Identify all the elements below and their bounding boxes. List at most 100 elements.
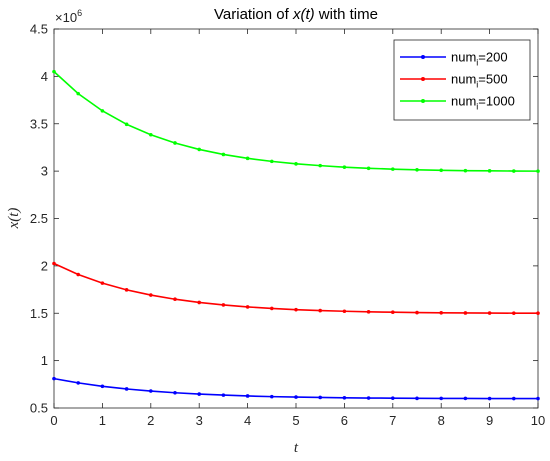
y-tick-label: 1.5 (30, 306, 48, 321)
data-point (149, 293, 153, 297)
x-tick-label: 6 (341, 413, 348, 428)
data-point (197, 147, 201, 152)
series-1 (52, 261, 540, 315)
data-point (391, 396, 395, 400)
y-tick-label: 2.5 (30, 211, 48, 226)
series-0 (52, 376, 540, 401)
data-point (342, 309, 347, 314)
legend-entry-label: numi=1000 (451, 94, 515, 112)
data-point (536, 311, 540, 315)
data-point (245, 156, 250, 161)
data-point (76, 272, 80, 277)
legend-marker (421, 55, 425, 59)
data-point (149, 132, 153, 137)
data-point (221, 152, 226, 157)
data-point (149, 389, 153, 393)
data-point (221, 393, 226, 397)
x-tick-label: 8 (438, 413, 445, 428)
data-point (487, 396, 492, 401)
data-point (536, 169, 540, 173)
data-point (52, 69, 56, 74)
y-exponent-base: ×10 (55, 10, 77, 25)
data-point (76, 381, 80, 385)
y-tick-label: 4 (41, 69, 48, 84)
data-point (124, 387, 129, 391)
y-axis-ticks: 0.5 1 1.5 2 2.5 3 3.5 4 4.5 (30, 22, 538, 416)
data-point (366, 166, 371, 171)
data-point (173, 141, 177, 145)
data-point (463, 168, 468, 173)
legend-marker (421, 99, 425, 103)
y-exponent-power: 6 (77, 8, 82, 18)
data-point (366, 310, 371, 314)
data-point (439, 396, 444, 401)
data-point (487, 311, 492, 315)
data-point (512, 311, 516, 315)
data-point (318, 308, 323, 313)
data-point (245, 305, 250, 309)
x-tick-label: 5 (292, 413, 299, 428)
y-tick-label: 3.5 (30, 116, 48, 131)
title-prefix: Variation of (214, 6, 293, 23)
data-point (294, 307, 298, 312)
data-point (52, 261, 56, 266)
data-point (439, 310, 444, 315)
y-axis-exponent: ×106 (55, 8, 82, 25)
data-point (366, 396, 371, 400)
x-tick-label: 9 (486, 413, 493, 428)
data-point (463, 396, 468, 401)
data-point (221, 303, 226, 307)
legend-box (393, 39, 531, 121)
data-point (318, 163, 323, 168)
data-point (197, 300, 201, 305)
data-point (342, 165, 347, 169)
data-point (294, 395, 298, 399)
data-point (439, 168, 444, 173)
data-point (245, 394, 250, 398)
chart-title: Variation of x(t) with time (214, 6, 378, 23)
x-tick-label: 0 (50, 413, 57, 428)
title-variable: x(t) (292, 6, 315, 23)
data-point (318, 395, 323, 400)
data-point (294, 162, 298, 166)
data-point (536, 396, 540, 401)
data-point (52, 376, 56, 381)
x-axis-ticks: 0 1 2 3 4 5 6 7 8 9 10 (50, 29, 545, 428)
data-point (415, 310, 419, 315)
data-point (100, 384, 105, 389)
legend-entry-label: numi=500 (451, 72, 508, 90)
series-2 (52, 69, 540, 173)
legend-entry-label: numi=200 (451, 50, 508, 68)
legend: numi=200 numi=500 numi=1000 (393, 39, 531, 121)
data-point (487, 169, 492, 173)
data-point (463, 311, 468, 315)
x-tick-label: 4 (244, 413, 251, 428)
y-axis-label: x(t) (6, 208, 22, 230)
data-point (270, 306, 274, 311)
data-point (512, 169, 516, 173)
data-point (100, 109, 105, 113)
y-tick-label: 0.5 (30, 401, 48, 416)
data-point (512, 396, 516, 401)
data-point (100, 281, 105, 285)
x-axis-label: t (294, 440, 299, 456)
y-tick-label: 4.5 (30, 22, 48, 37)
data-point (124, 288, 129, 292)
y-tick-label: 1 (41, 353, 48, 368)
x-tick-label: 10 (531, 413, 545, 428)
y-tick-label: 3 (41, 164, 48, 179)
data-point (391, 167, 395, 171)
x-tick-label: 3 (196, 413, 203, 428)
data-point (270, 159, 274, 164)
x-tick-label: 7 (389, 413, 396, 428)
y-tick-label: 2 (41, 258, 48, 273)
data-point (124, 122, 129, 127)
x-tick-label: 1 (99, 413, 106, 428)
title-suffix: with time (315, 6, 378, 23)
data-point (173, 390, 177, 395)
data-point (415, 396, 419, 401)
data-point (342, 395, 347, 400)
x-tick-label: 2 (147, 413, 154, 428)
data-point (173, 297, 177, 302)
